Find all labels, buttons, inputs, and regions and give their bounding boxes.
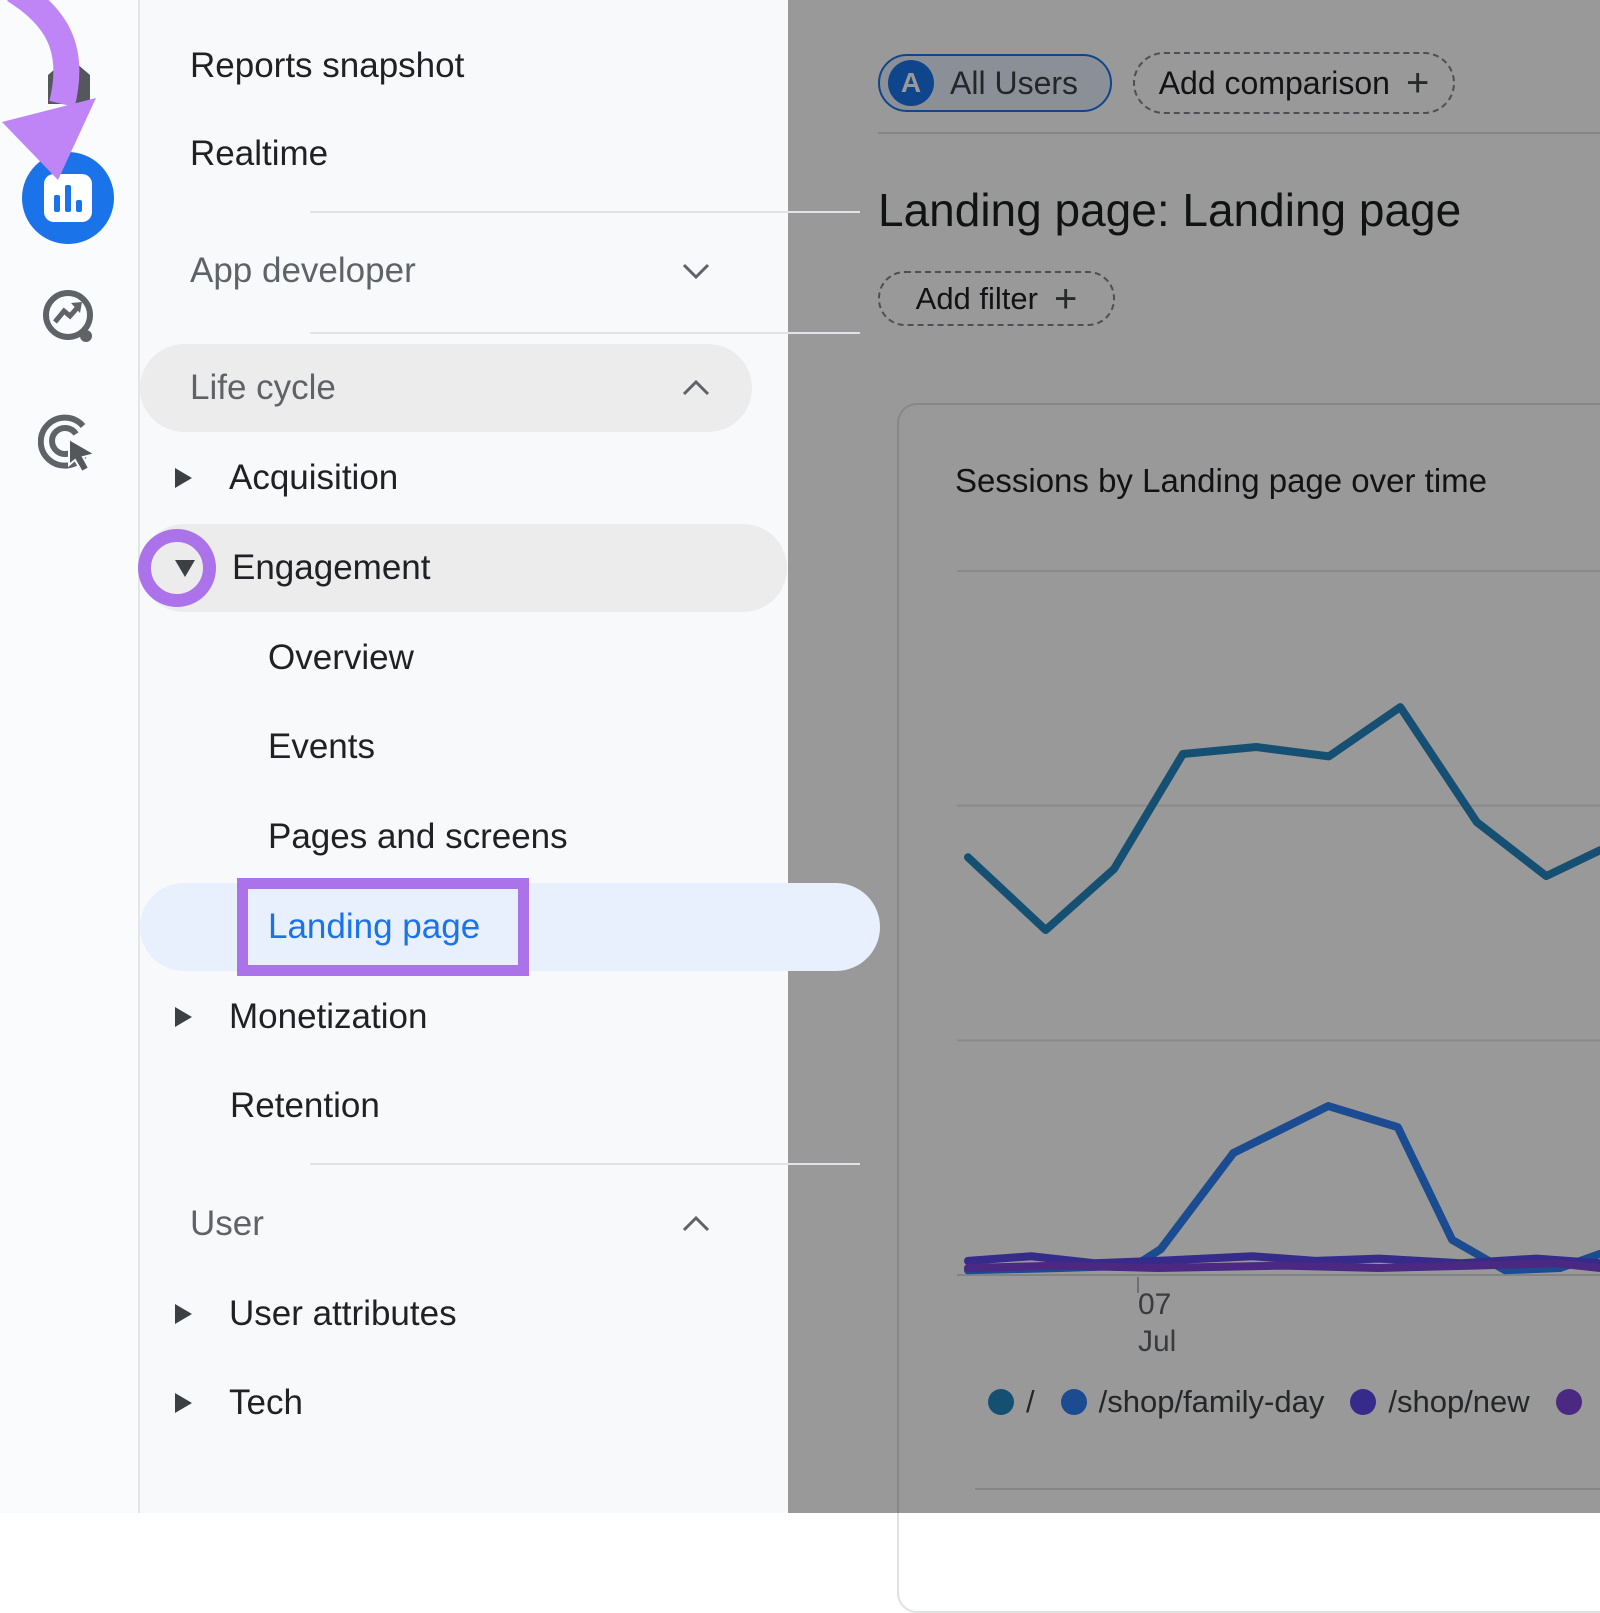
nav-item-retention[interactable]: Retention bbox=[230, 1086, 380, 1125]
add-filter-label: Add filter bbox=[915, 280, 1038, 316]
chevron-down-icon bbox=[682, 263, 710, 279]
advertising-icon bbox=[38, 414, 98, 474]
expand-arrow-icon bbox=[175, 468, 192, 488]
card-section-divider bbox=[975, 1488, 1600, 1490]
nav-collection-app-developer[interactable]: App developer bbox=[140, 227, 752, 315]
legend-label: / bbox=[1026, 1384, 1035, 1419]
chevron-up-icon bbox=[682, 1216, 710, 1232]
x-axis-tick-label: 07 Jul bbox=[1138, 1286, 1176, 1360]
collapse-arrow-icon bbox=[175, 559, 195, 577]
legend-label: /shop/new bbox=[1388, 1384, 1530, 1419]
nav-item-engagement[interactable]: Engagement bbox=[140, 524, 787, 612]
sessions-chart-card bbox=[897, 403, 1600, 1613]
legend-label: /shop/family-day bbox=[1098, 1384, 1325, 1419]
chart-title: Sessions by Landing page over time bbox=[955, 462, 1487, 499]
home-button[interactable] bbox=[0, 54, 138, 106]
reports-bar-chart-icon bbox=[44, 174, 92, 222]
legend-item[interactable]: /shop/family-day bbox=[1060, 1384, 1325, 1420]
explore-icon bbox=[43, 290, 93, 342]
audience-avatar: A bbox=[888, 60, 934, 106]
audience-chip-label: All Users bbox=[950, 64, 1079, 101]
add-comparison-label: Add comparison bbox=[1158, 64, 1390, 101]
nav-divider bbox=[310, 211, 860, 213]
nav-divider bbox=[310, 1163, 860, 1165]
legend-item[interactable]: /shop/new bbox=[1350, 1384, 1530, 1420]
legend-item[interactable]: / bbox=[988, 1384, 1035, 1420]
legend-item[interactable] bbox=[1555, 1389, 1594, 1415]
page-title: Landing page: Landing page bbox=[878, 184, 1462, 236]
reports-nav-drawer: Reports snapshot Realtime App developer … bbox=[138, 0, 880, 1513]
legend-dot-icon bbox=[1060, 1389, 1087, 1415]
nav-item-realtime[interactable]: Realtime bbox=[190, 134, 329, 173]
nav-divider bbox=[310, 332, 860, 334]
nav-item-user-attributes[interactable]: User attributes bbox=[140, 1270, 787, 1358]
nav-item-landing-page-active[interactable]: Landing page bbox=[140, 883, 880, 971]
advertising-button[interactable] bbox=[0, 412, 138, 474]
home-icon bbox=[48, 57, 90, 104]
nav-item-acquisition[interactable]: Acquisition bbox=[140, 434, 787, 522]
explore-button[interactable] bbox=[0, 288, 138, 348]
nav-item-tech[interactable]: Tech bbox=[140, 1359, 787, 1447]
nav-item-monetization[interactable]: Monetization bbox=[140, 973, 787, 1061]
chevron-up-icon bbox=[682, 380, 710, 396]
add-filter-button[interactable]: Add filter + bbox=[878, 271, 1115, 326]
ga4-icon-rail bbox=[0, 0, 140, 1513]
expand-arrow-icon bbox=[175, 1304, 192, 1324]
sessions-line-chart bbox=[957, 570, 1600, 1293]
nav-item-overview[interactable]: Overview bbox=[268, 638, 414, 677]
nav-item-pages-and-screens[interactable]: Pages and screens bbox=[268, 817, 568, 856]
chart-legend: / /shop/family-day/shop/new bbox=[988, 1384, 1594, 1420]
legend-dot-icon bbox=[1350, 1389, 1377, 1415]
nav-section-life-cycle[interactable]: Life cycle bbox=[140, 344, 752, 432]
nav-item-reports-snapshot[interactable]: Reports snapshot bbox=[190, 46, 465, 85]
nav-section-user[interactable]: User bbox=[140, 1180, 752, 1268]
add-comparison-button[interactable]: Add comparison + bbox=[1133, 52, 1455, 114]
expand-arrow-icon bbox=[175, 1007, 192, 1027]
x-tick-day: 07 bbox=[1138, 1288, 1172, 1321]
nav-item-events[interactable]: Events bbox=[268, 727, 375, 766]
x-tick-month: Jul bbox=[1138, 1325, 1177, 1358]
audience-chip-all-users[interactable]: A All Users bbox=[878, 54, 1112, 112]
report-content-pane: A All Users Add comparison + Landing pag… bbox=[788, 0, 1600, 1613]
legend-dot-icon bbox=[1555, 1389, 1582, 1415]
reports-button-active[interactable] bbox=[22, 152, 114, 244]
expand-arrow-icon bbox=[175, 1393, 192, 1413]
legend-dot-icon bbox=[988, 1389, 1014, 1415]
header-divider bbox=[878, 132, 1600, 134]
